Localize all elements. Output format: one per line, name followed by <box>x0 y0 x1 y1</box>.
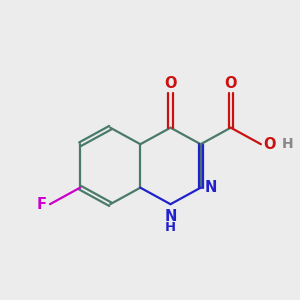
Text: N: N <box>204 180 217 195</box>
Text: N: N <box>164 209 177 224</box>
Text: O: O <box>164 76 177 91</box>
Text: O: O <box>224 76 237 91</box>
Text: F: F <box>37 197 46 212</box>
Text: H: H <box>282 137 293 151</box>
Text: H: H <box>165 221 176 234</box>
Text: O: O <box>263 137 276 152</box>
